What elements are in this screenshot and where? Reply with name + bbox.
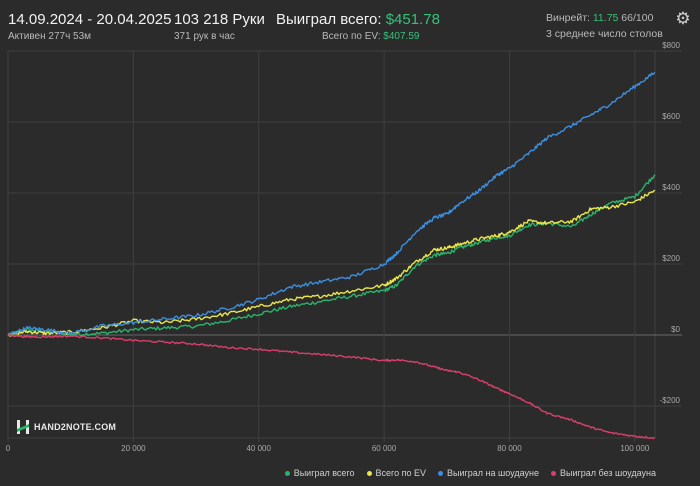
legend-label-showdown: Выиграл на шоудауне: [447, 468, 539, 478]
ev-label: Всего по EV:: [322, 31, 381, 42]
hand2note-logo-text: HAND2NOTE.COM: [34, 422, 117, 432]
y-tick-label: -$200: [660, 396, 681, 405]
x-tick-label: 40 000: [246, 444, 271, 453]
active-time: Активен 277ч 53м: [8, 31, 92, 42]
legend-dot-showdown: [438, 470, 444, 476]
legend-item-won-total[interactable]: Выиграл всего: [284, 468, 355, 478]
won-total-label: Выиграл всего:: [276, 11, 382, 28]
stats-header: 14.09.2024 - 20.04.2025 Активен 277ч 53м…: [0, 0, 700, 46]
hand2note-logo: HAND2NOTE.COM: [16, 419, 116, 435]
x-tick-label: 100 000: [620, 444, 649, 453]
x-tick-label: 20 000: [121, 444, 146, 453]
legend-dot-no-showdown: [551, 470, 556, 476]
winrate-value: 11.75: [592, 12, 619, 24]
y-tick-label: $600: [662, 112, 680, 121]
legend-label-won-total: Выиграл всего: [293, 468, 355, 478]
ev-total: Всего по EV: $407.59: [322, 31, 419, 42]
date-range: 14.09.2024 - 20.04.2025: [8, 11, 172, 28]
winrate: Винрейт: 11.75 66/100: [546, 12, 653, 24]
legend-item-no-showdown[interactable]: Выиграл без шоудауна: [551, 468, 656, 478]
avg-tables: 3 среднее число столов: [546, 28, 663, 40]
legend-dot-ev: [366, 470, 372, 476]
x-tick-label: 0: [6, 444, 11, 453]
won-total-value: $451.78: [385, 11, 440, 28]
legend-item-ev[interactable]: Всего по EV: [366, 468, 427, 478]
chart-lines: [7, 71, 656, 440]
hands-count: 103 218 Руки: [174, 11, 265, 28]
legend-item-showdown[interactable]: Выиграл на шоудауне: [438, 468, 539, 478]
chart-grid: [7, 50, 682, 442]
y-tick-label: $200: [662, 254, 680, 263]
legend-label-ev: Всего по EV: [375, 468, 427, 478]
hands-per-hour: 371 рук в час: [174, 31, 235, 42]
legend-dot-won-total: [284, 470, 290, 476]
series-ev: [7, 189, 656, 337]
winrate-label: Винрейт:: [546, 12, 590, 24]
y-tick-label: $800: [662, 41, 680, 50]
y-tick-label: $400: [662, 183, 680, 192]
gear-icon[interactable]: ⚙: [675, 9, 691, 28]
legend-label-no-showdown: Выиграл без шоудауна: [560, 468, 656, 478]
won-total: Выиграл всего: $451.78: [276, 11, 440, 28]
chart-tick-labels: $800 $600 $400 $200 $0 -$200 0 20 000 40 000 60 0…: [6, 41, 681, 453]
chart-frame: [7, 50, 656, 439]
hand2note-logo-icon: [16, 419, 30, 435]
ev-value: $407.59: [383, 31, 420, 42]
series-no-showdown: [7, 334, 656, 440]
winrate-suffix: 66/100: [621, 12, 654, 24]
series-won-total: [7, 174, 656, 337]
series-showdown: [7, 71, 656, 336]
chart-legend: Выиграл всего Всего по EV Выиграл на шоу…: [284, 468, 656, 478]
x-tick-label: 60 000: [372, 444, 397, 453]
x-tick-label: 80 000: [497, 444, 522, 453]
y-tick-label: $0: [671, 325, 680, 334]
